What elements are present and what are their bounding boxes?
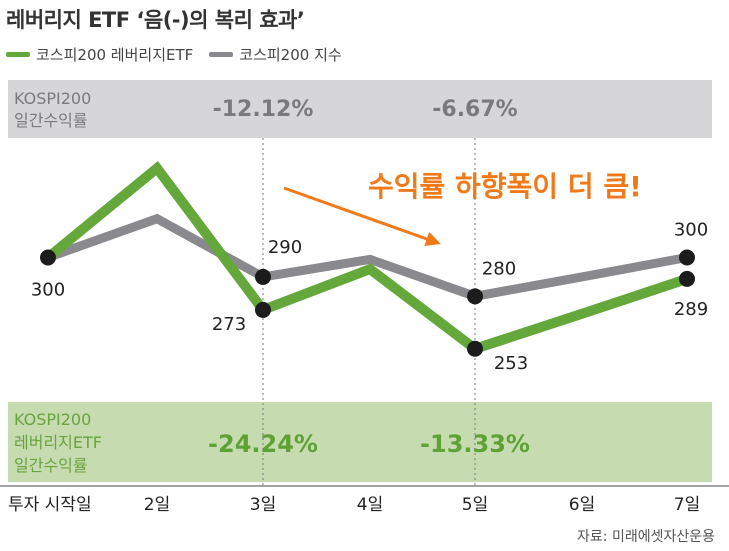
chart-title: 레버리지 ETF ‘음(-)의 복리 효과’ bbox=[6, 8, 305, 32]
data-label: 273 bbox=[212, 314, 246, 335]
data-point bbox=[467, 340, 483, 357]
band-leverage-label: 일간수익률 bbox=[14, 456, 88, 475]
legend-item-leverage: 코스피200 레버리지ETF bbox=[6, 44, 193, 65]
source-note: 자료: 미래에셋자산운용 bbox=[577, 529, 715, 545]
legend-swatch-index bbox=[209, 52, 234, 57]
band-index-label: 일간수익률 bbox=[14, 111, 88, 130]
band-index-value: -12.12% bbox=[213, 97, 314, 122]
data-point bbox=[255, 301, 271, 318]
band-index-label: KOSPI200 bbox=[14, 89, 91, 108]
data-point bbox=[467, 288, 483, 305]
band-leverage-label: KOSPI200 bbox=[14, 410, 91, 429]
x-tick-label: 투자 시작일 bbox=[8, 495, 92, 515]
legend-item-index: 코스피200 지수 bbox=[209, 44, 342, 65]
series-line-index bbox=[43, 213, 692, 301]
legend-label-index: 코스피200 지수 bbox=[239, 46, 342, 64]
legend-label-leverage: 코스피200 레버리지ETF bbox=[36, 46, 194, 64]
x-tick-label: 4일 bbox=[357, 495, 383, 515]
x-tick-label: 7일 bbox=[674, 495, 700, 515]
data-label: 290 bbox=[268, 237, 302, 258]
data-label: 253 bbox=[494, 353, 528, 374]
series-line-leverage bbox=[43, 161, 692, 355]
x-tick-label: 5일 bbox=[462, 495, 488, 515]
legend-swatch-leverage bbox=[6, 52, 30, 57]
legend: 코스피200 레버리지ETF 코스피200 지수 bbox=[6, 44, 358, 65]
data-label: 300 bbox=[674, 220, 708, 241]
band-index-return bbox=[8, 80, 712, 138]
data-label: 300 bbox=[31, 280, 65, 301]
data-point bbox=[679, 249, 695, 266]
band-index-value: -6.67% bbox=[432, 97, 517, 122]
data-label: 280 bbox=[482, 258, 516, 279]
data-point bbox=[40, 249, 56, 266]
annotation-text: 수익률 하향폭이 더 큼! bbox=[368, 170, 642, 203]
band-leverage-return bbox=[8, 402, 712, 482]
data-point bbox=[255, 268, 271, 285]
data-label: 289 bbox=[674, 299, 708, 320]
x-tick-label: 2일 bbox=[144, 495, 170, 515]
data-point bbox=[679, 270, 695, 287]
x-tick-label: 3일 bbox=[250, 495, 276, 515]
band-leverage-label: 레버리지ETF bbox=[14, 433, 102, 452]
annotation-arrow bbox=[283, 186, 441, 247]
x-tick-label: 6일 bbox=[569, 495, 595, 515]
